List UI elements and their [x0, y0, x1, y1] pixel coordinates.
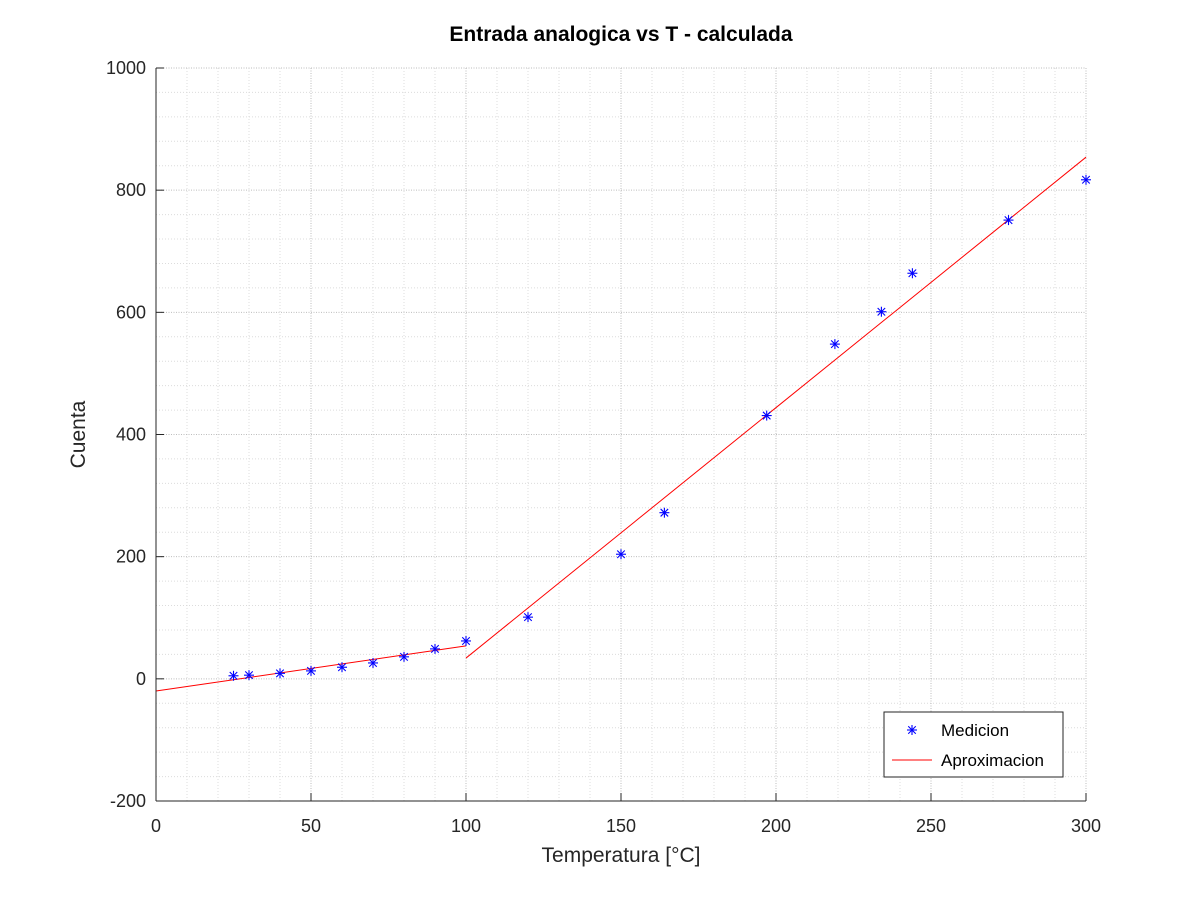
- star-stroke: [399, 652, 409, 661]
- star-stroke: [275, 669, 285, 678]
- star-stroke: [368, 658, 378, 668]
- legend-star: [907, 725, 917, 735]
- series-layer: [155, 156, 1091, 692]
- legend-box: [883, 711, 1064, 778]
- legend-marker-medicion: [907, 725, 917, 735]
- x-tick-label: 300: [1071, 816, 1101, 836]
- x-tick-label: 100: [451, 816, 481, 836]
- legend: Medicion Aproximacion: [883, 711, 1064, 778]
- data-point: [228, 670, 239, 681]
- data-point: [907, 268, 918, 279]
- star-stroke: [660, 508, 669, 517]
- legend-label-aproximacion: Aproximacion: [941, 751, 1044, 770]
- x-tick-label: 200: [761, 816, 791, 836]
- data-point: [829, 339, 840, 350]
- chart-title: Entrada analogica vs T - calculada: [449, 23, 792, 46]
- y-axis-label: Cuenta: [67, 400, 90, 468]
- x-tick-label: 0: [151, 816, 161, 836]
- y-tick-label: 800: [116, 180, 146, 200]
- data-point: [616, 549, 626, 560]
- star-stroke: [1081, 175, 1091, 184]
- star-stroke: [907, 725, 917, 735]
- star-stroke: [830, 339, 840, 349]
- data-point: [1081, 174, 1091, 185]
- data-point: [761, 410, 772, 421]
- y-tick-label: 200: [116, 547, 146, 567]
- x-tick-label: 50: [301, 816, 321, 836]
- star-stroke: [306, 666, 316, 676]
- data-point: [306, 665, 316, 676]
- star-stroke: [762, 411, 771, 420]
- data-point: [275, 668, 285, 679]
- star-stroke: [461, 636, 471, 646]
- y-tick-label: 0: [136, 669, 146, 689]
- data-point: [368, 657, 378, 668]
- data-point: [659, 507, 670, 518]
- axes: [155, 67, 1087, 802]
- data-point: [244, 670, 254, 681]
- star-stroke: [1004, 215, 1013, 225]
- y-tick-label: 600: [116, 302, 146, 322]
- x-tick-label: 150: [606, 816, 636, 836]
- fit-line-segment-2: [465, 156, 1087, 659]
- data-point: [523, 612, 533, 623]
- y-tick-label: 400: [116, 425, 146, 445]
- star-stroke: [908, 269, 917, 278]
- y-tick-label: 1000: [106, 58, 146, 78]
- data-point: [337, 662, 347, 673]
- star-stroke: [877, 307, 886, 316]
- data-point: [461, 635, 471, 646]
- x-tick-label: 250: [916, 816, 946, 836]
- star-stroke: [616, 550, 626, 559]
- data-point: [1003, 215, 1014, 226]
- star-stroke: [244, 671, 254, 680]
- legend-label-medicion: Medicion: [941, 721, 1009, 740]
- data-point: [430, 643, 440, 654]
- star-stroke: [430, 644, 440, 654]
- y-tick-label: -200: [110, 791, 146, 811]
- data-point: [399, 651, 409, 662]
- data-point: [876, 306, 887, 317]
- star-stroke: [523, 613, 533, 622]
- x-axis-label: Temperatura [°C]: [542, 844, 701, 867]
- star-stroke: [337, 663, 347, 672]
- star-stroke: [229, 671, 238, 680]
